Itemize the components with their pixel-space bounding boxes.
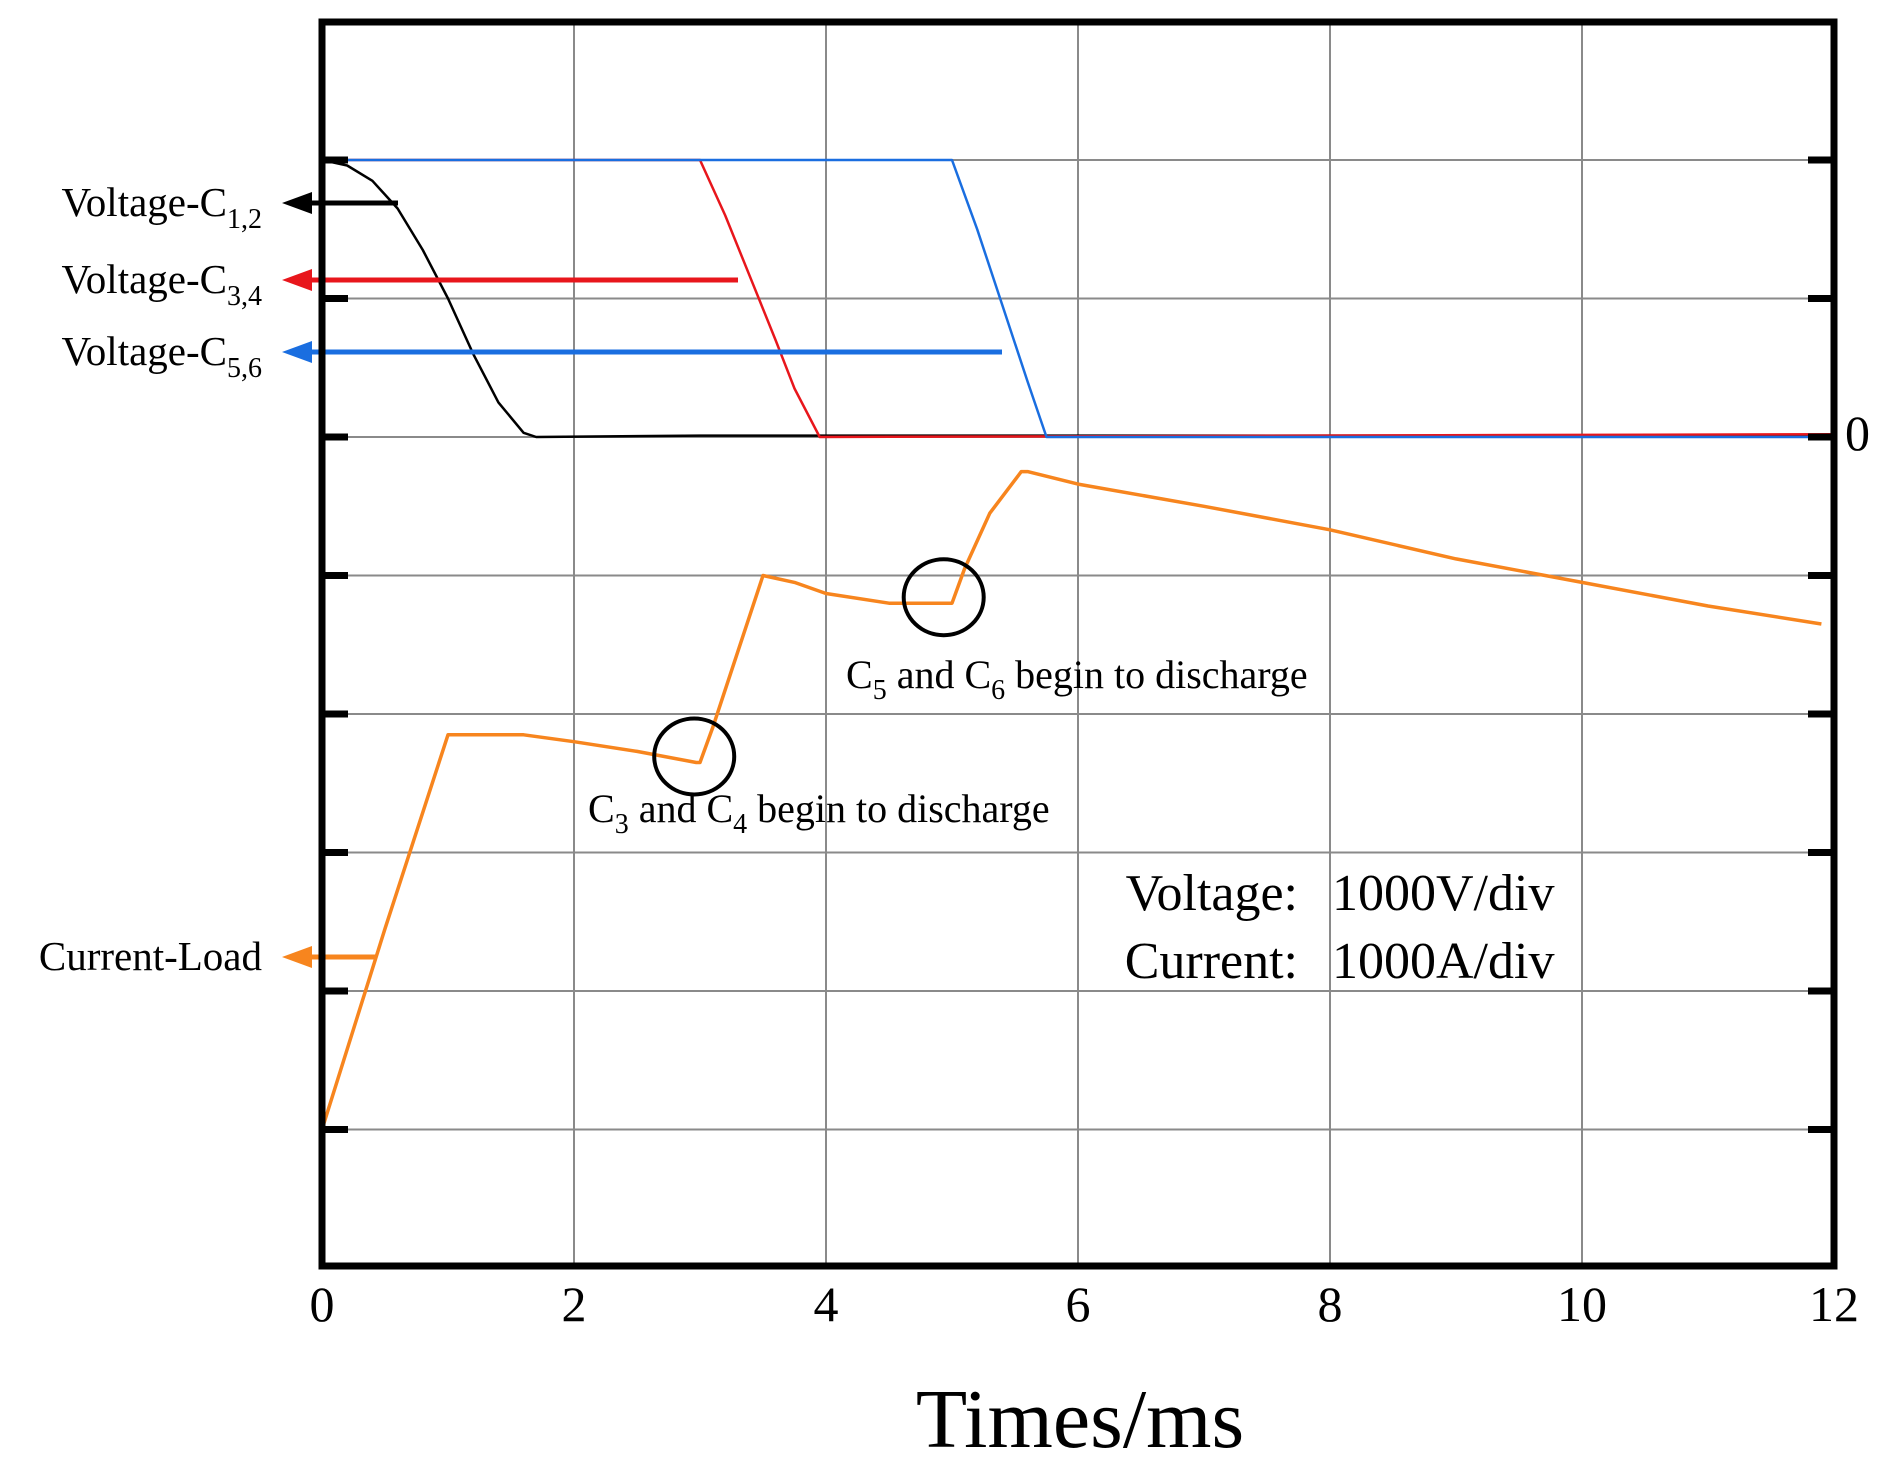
legend-label: Current-Load [39, 933, 262, 979]
annot-and: and C [629, 786, 733, 831]
annotation-text: C5 and C6 begin to discharge [846, 652, 1308, 706]
annot-and: and C [887, 652, 991, 697]
zero-marker: 0 [1845, 405, 1870, 461]
legend-entry: Voltage-C3,4 [61, 256, 738, 312]
legend-arrow-head [282, 269, 312, 291]
grid [322, 22, 1834, 1266]
annotation-text: C3 and C4 begin to discharge [588, 786, 1050, 840]
series-line-voltage-c56 [340, 158, 1834, 439]
series-line-current-load [320, 469, 1822, 1131]
annot-sub1: 5 [873, 675, 887, 706]
annotation-circle [652, 716, 737, 797]
annot-c1: C [846, 652, 873, 697]
scale-voltage-label: Voltage: [1126, 865, 1298, 922]
legend-label-sub: 1,2 [227, 204, 262, 235]
x-tick-label: 12 [1809, 1276, 1859, 1332]
legend-label-main: Voltage-C [61, 179, 227, 225]
legend-arrow-head [282, 192, 312, 214]
legend: Voltage-C1,2Voltage-C3,4Voltage-C5,6Curr… [39, 179, 1002, 979]
scale-current-value: 1000A/div [1332, 933, 1554, 990]
legend-label-main: Voltage-C [61, 256, 227, 302]
legend-label-sub: 5,6 [227, 353, 262, 384]
scale-voltage-value: 1000V/div [1332, 865, 1554, 922]
legend-entry: Voltage-C1,2 [61, 179, 398, 235]
legend-label-sub: 3,4 [227, 281, 262, 312]
legend-entry: Voltage-C5,6 [61, 328, 1002, 384]
x-tick-label: 6 [1066, 1276, 1091, 1332]
series-line-voltage-c34 [340, 158, 1835, 439]
legend-arrow-head [282, 341, 312, 363]
annotation-circle [901, 557, 986, 638]
annot-tail: begin to discharge [1005, 652, 1308, 697]
y-ticks [322, 156, 1834, 1133]
legend-label: Voltage-C3,4 [61, 256, 262, 312]
legend-arrow-head [282, 946, 312, 968]
x-tick-label: 8 [1318, 1276, 1343, 1332]
annot-sub2: 6 [991, 675, 1005, 706]
legend-label: Voltage-C1,2 [61, 179, 262, 235]
x-tick-label: 0 [310, 1276, 335, 1332]
x-axis-title: Times/ms [916, 1373, 1244, 1462]
x-tick-label: 10 [1557, 1276, 1607, 1332]
legend-entry: Current-Load [39, 933, 376, 979]
annot-sub2: 4 [733, 809, 747, 840]
legend-label-main: Voltage-C [61, 328, 227, 374]
scale-box: Voltage: 1000V/div Current: 1000A/div [1125, 865, 1555, 990]
x-tick-label: 2 [562, 1276, 587, 1332]
annot-tail: begin to discharge [747, 786, 1050, 831]
x-tick-labels: 0 2 4 6 8 10 12 [310, 1276, 1860, 1332]
annot-sub1: 3 [615, 809, 629, 840]
x-tick-label: 4 [814, 1276, 839, 1332]
scale-current-label: Current: [1125, 933, 1298, 990]
plot-frame [318, 18, 1838, 1270]
legend-label: Voltage-C5,6 [61, 328, 262, 384]
legend-label-main: Current-Load [39, 933, 262, 979]
annot-c1: C [588, 786, 615, 831]
